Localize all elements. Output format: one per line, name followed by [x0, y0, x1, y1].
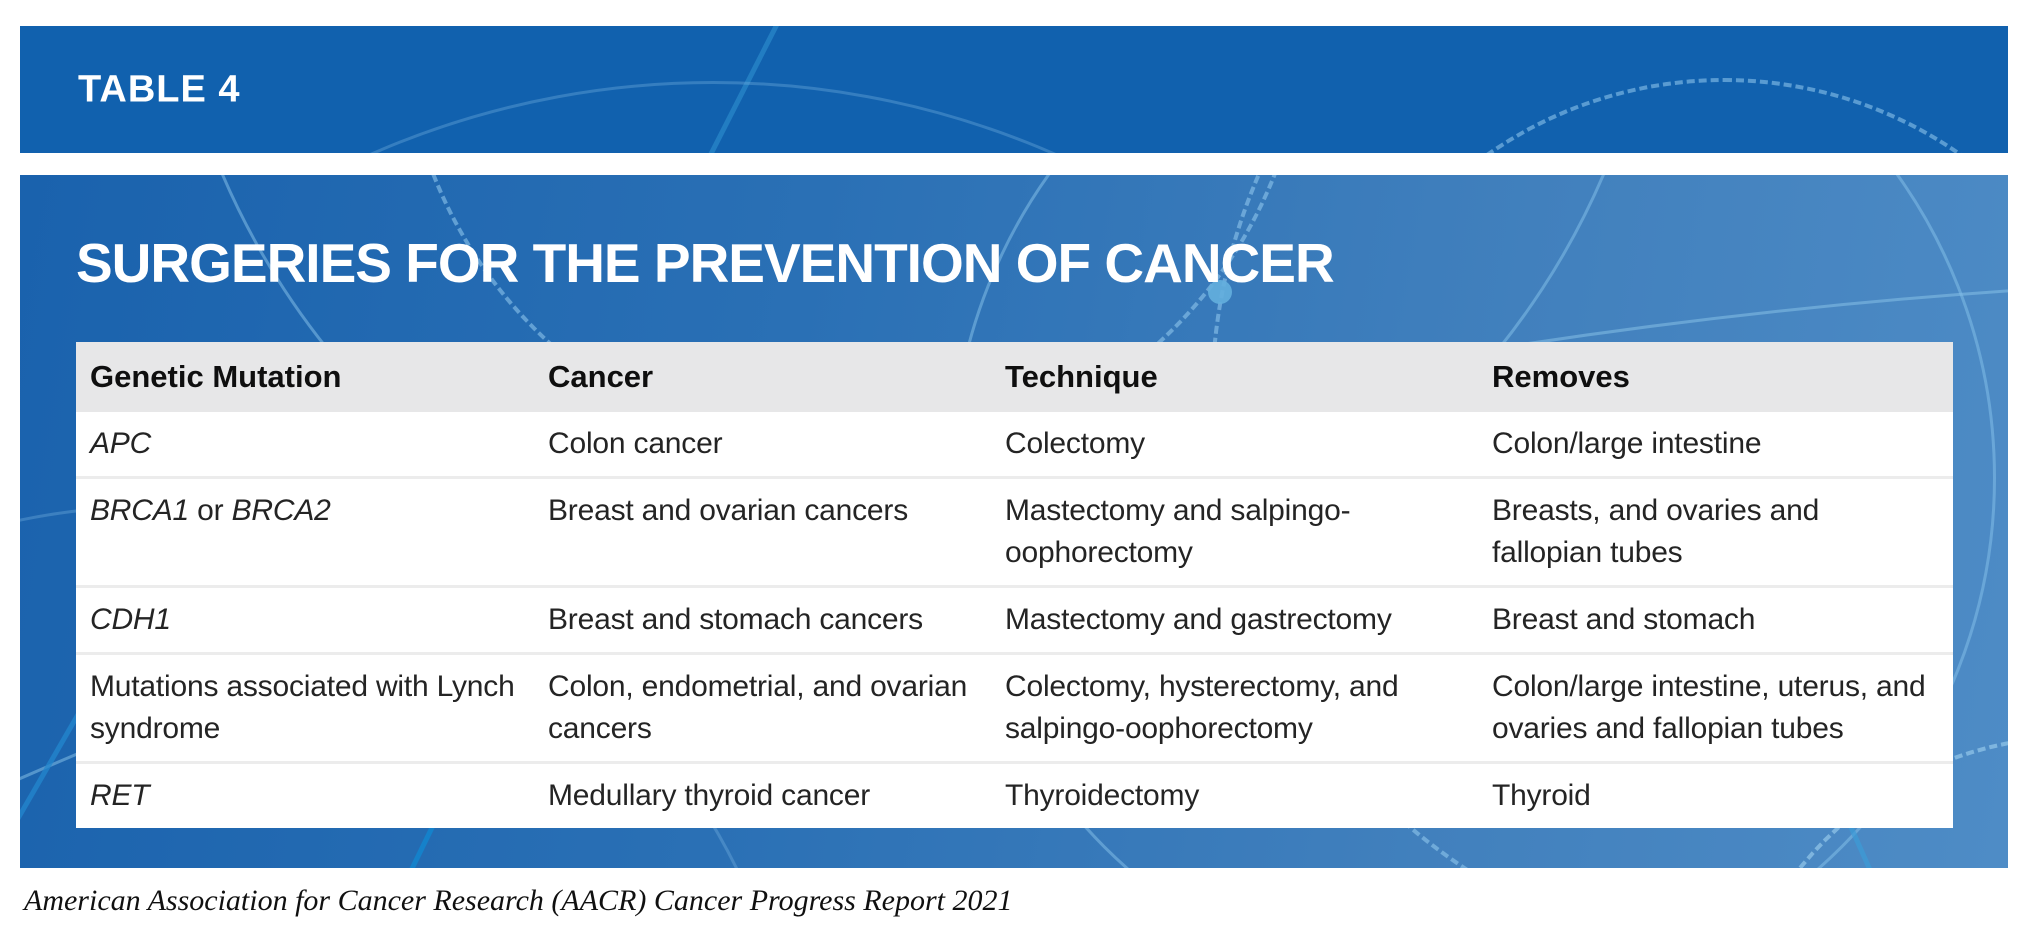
panel-title: SURGERIES FOR THE PREVENTION OF CANCER: [76, 232, 1335, 294]
cell-genetic-mutation: Mutations associated with Lynch syndrome: [76, 652, 548, 763]
cell-genetic-mutation: CDH1: [76, 585, 548, 654]
cell-technique: Mastectomy and salpingo-oophorectomy: [1005, 476, 1492, 587]
surgeries-table: Genetic Mutation Cancer Technique Remove…: [76, 342, 1953, 828]
table-panel: SURGERIES FOR THE PREVENTION OF CANCER G…: [20, 175, 2008, 868]
cell-cancer: Medullary thyroid cancer: [548, 761, 1005, 828]
cell-removes: Colon/large intestine: [1492, 427, 1762, 460]
decorative-arc: [20, 81, 1566, 153]
cell-cancer: Colon cancer: [548, 427, 723, 460]
cell-cancer: Breast and stomach cancers: [548, 585, 1005, 654]
cell-cancer: Colon, endometrial, and ovarian cancers: [548, 652, 1005, 763]
cell-technique: Colectomy, hysterectomy, and salpingo-oo…: [1005, 652, 1492, 763]
decorative-stroke: [695, 26, 786, 153]
col-header-genetic-mutation: Genetic Mutation: [76, 342, 548, 412]
table-row: CDH1 Breast and stomach cancers Mastectomy…: [76, 585, 1953, 654]
gene-name: BRCA2: [231, 494, 331, 527]
col-header-technique: Technique: [1005, 342, 1492, 412]
cell-cancer: Breast and ovarian cancers: [548, 476, 1005, 587]
table-body: APC Colon cancer Colectomy Colon/large inte…: [76, 412, 1953, 828]
cell-removes: Breasts, and ovaries and fallopian tubes: [1492, 476, 1953, 587]
table-row: APC Colon cancer Colectomy Colon/large inte…: [76, 412, 1953, 478]
table-row: BRCA1 or BRCA2 Breast and ovarian cancers…: [76, 476, 1953, 587]
table-row: RET Medullary thyroid cancer Thyroidectomy…: [76, 761, 1953, 828]
table-label: TABLE 4: [78, 68, 241, 110]
cell-genetic-mutation: RET: [76, 761, 548, 828]
source-citation: American Association for Cancer Research…: [24, 884, 1013, 917]
cell-removes: Thyroid: [1492, 761, 1953, 828]
cell-removes: Colon/large intestine, uterus, and ovari…: [1492, 652, 1953, 763]
cell-technique: Thyroidectomy: [1005, 761, 1492, 828]
gene-name: APC: [90, 427, 152, 460]
mutation-text: or: [189, 494, 232, 527]
cell-technique: Colectomy: [1005, 427, 1145, 460]
col-header-cancer: Cancer: [548, 342, 1005, 412]
mutation-text: Mutations associated with Lynch syndrome: [90, 670, 515, 745]
cell-genetic-mutation: BRCA1 or BRCA2: [76, 476, 548, 587]
cell-technique: Mastectomy and gastrectomy: [1005, 585, 1492, 654]
cell-removes: Breast and stomach: [1492, 585, 1953, 654]
col-header-removes: Removes: [1492, 342, 1953, 412]
decorative-arc: [1310, 78, 2008, 153]
table-label-bar: TABLE 4: [20, 26, 2008, 153]
gene-name: BRCA1: [90, 494, 190, 527]
gene-name: RET: [90, 779, 150, 812]
gene-name: CDH1: [90, 603, 171, 636]
table-row: Mutations associated with Lynch syndrome…: [76, 652, 1953, 763]
table-wrap: Genetic Mutation Cancer Technique Remove…: [76, 342, 1953, 828]
cell-genetic-mutation: APC: [76, 412, 548, 478]
header-row: Genetic Mutation Cancer Technique Remove…: [76, 342, 1953, 412]
